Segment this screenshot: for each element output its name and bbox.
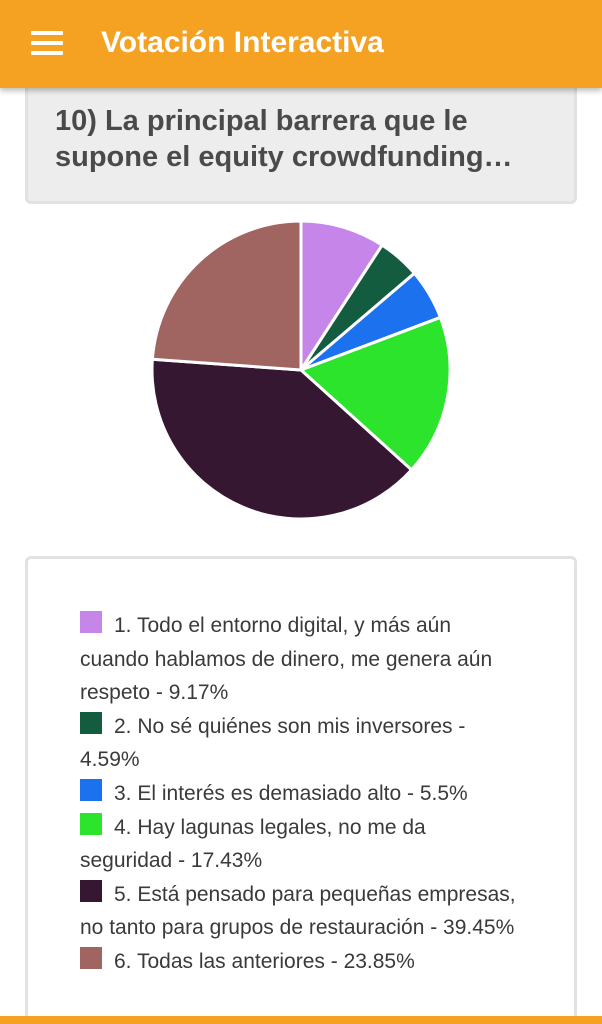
menu-line bbox=[31, 31, 63, 35]
bottom-accent-bar bbox=[0, 1016, 602, 1024]
legend-label-4: 4. Hay lagunas legales, no me da segurid… bbox=[80, 815, 426, 873]
legend-swatch-1 bbox=[80, 611, 102, 633]
pie-slice-4 bbox=[299, 315, 452, 472]
app-bar: Votación Interactiva bbox=[0, 0, 602, 88]
legend-swatch-3 bbox=[80, 778, 102, 801]
legend-label-5: 5. Está pensado para pequeñas empresas, … bbox=[80, 882, 516, 940]
legend-swatch-2 bbox=[80, 711, 102, 734]
legend-item-1: 1. Todo el entorno digital, y más aún cu… bbox=[80, 609, 520, 710]
legend-swatch-6 bbox=[80, 946, 102, 969]
legend-swatch-4 bbox=[80, 812, 102, 835]
legend-label-2: 2. No sé quiénes son mis inversores - 4.… bbox=[80, 714, 466, 772]
legend-card: 1. Todo el entorno digital, y más aún cu… bbox=[25, 556, 577, 1024]
question-text: 10) La principal barrera que le supone e… bbox=[55, 105, 513, 173]
legend-swatch-5 bbox=[80, 879, 102, 902]
legend-item-2: 2. No sé quiénes son mis inversores - 4.… bbox=[80, 710, 520, 777]
hamburger-menu-icon[interactable] bbox=[31, 31, 63, 55]
legend-item-6: 6. Todas las anteriores - 23.85% bbox=[80, 945, 520, 979]
pie-slice-6 bbox=[150, 219, 303, 372]
menu-line bbox=[31, 51, 63, 55]
legend-label-6: 6. Todas las anteriores - 23.85% bbox=[114, 949, 415, 973]
legend-item-3: 3. El interés es demasiado alto - 5.5% bbox=[80, 777, 520, 811]
legend-item-4: 4. Hay lagunas legales, no me da segurid… bbox=[80, 811, 520, 878]
app-title: Votación Interactiva bbox=[101, 26, 384, 59]
legend-item-5: 5. Está pensado para pequeñas empresas, … bbox=[80, 878, 520, 945]
legend-label-3: 3. El interés es demasiado alto - 5.5% bbox=[114, 781, 468, 805]
legend-list: 1. Todo el entorno digital, y más aún cu… bbox=[80, 609, 520, 979]
legend-label-1: 1. Todo el entorno digital, y más aún cu… bbox=[80, 614, 493, 705]
pie-slice-1 bbox=[299, 219, 384, 372]
menu-line bbox=[31, 41, 63, 45]
pie-chart bbox=[150, 219, 452, 521]
pie-slice-5 bbox=[150, 357, 414, 521]
